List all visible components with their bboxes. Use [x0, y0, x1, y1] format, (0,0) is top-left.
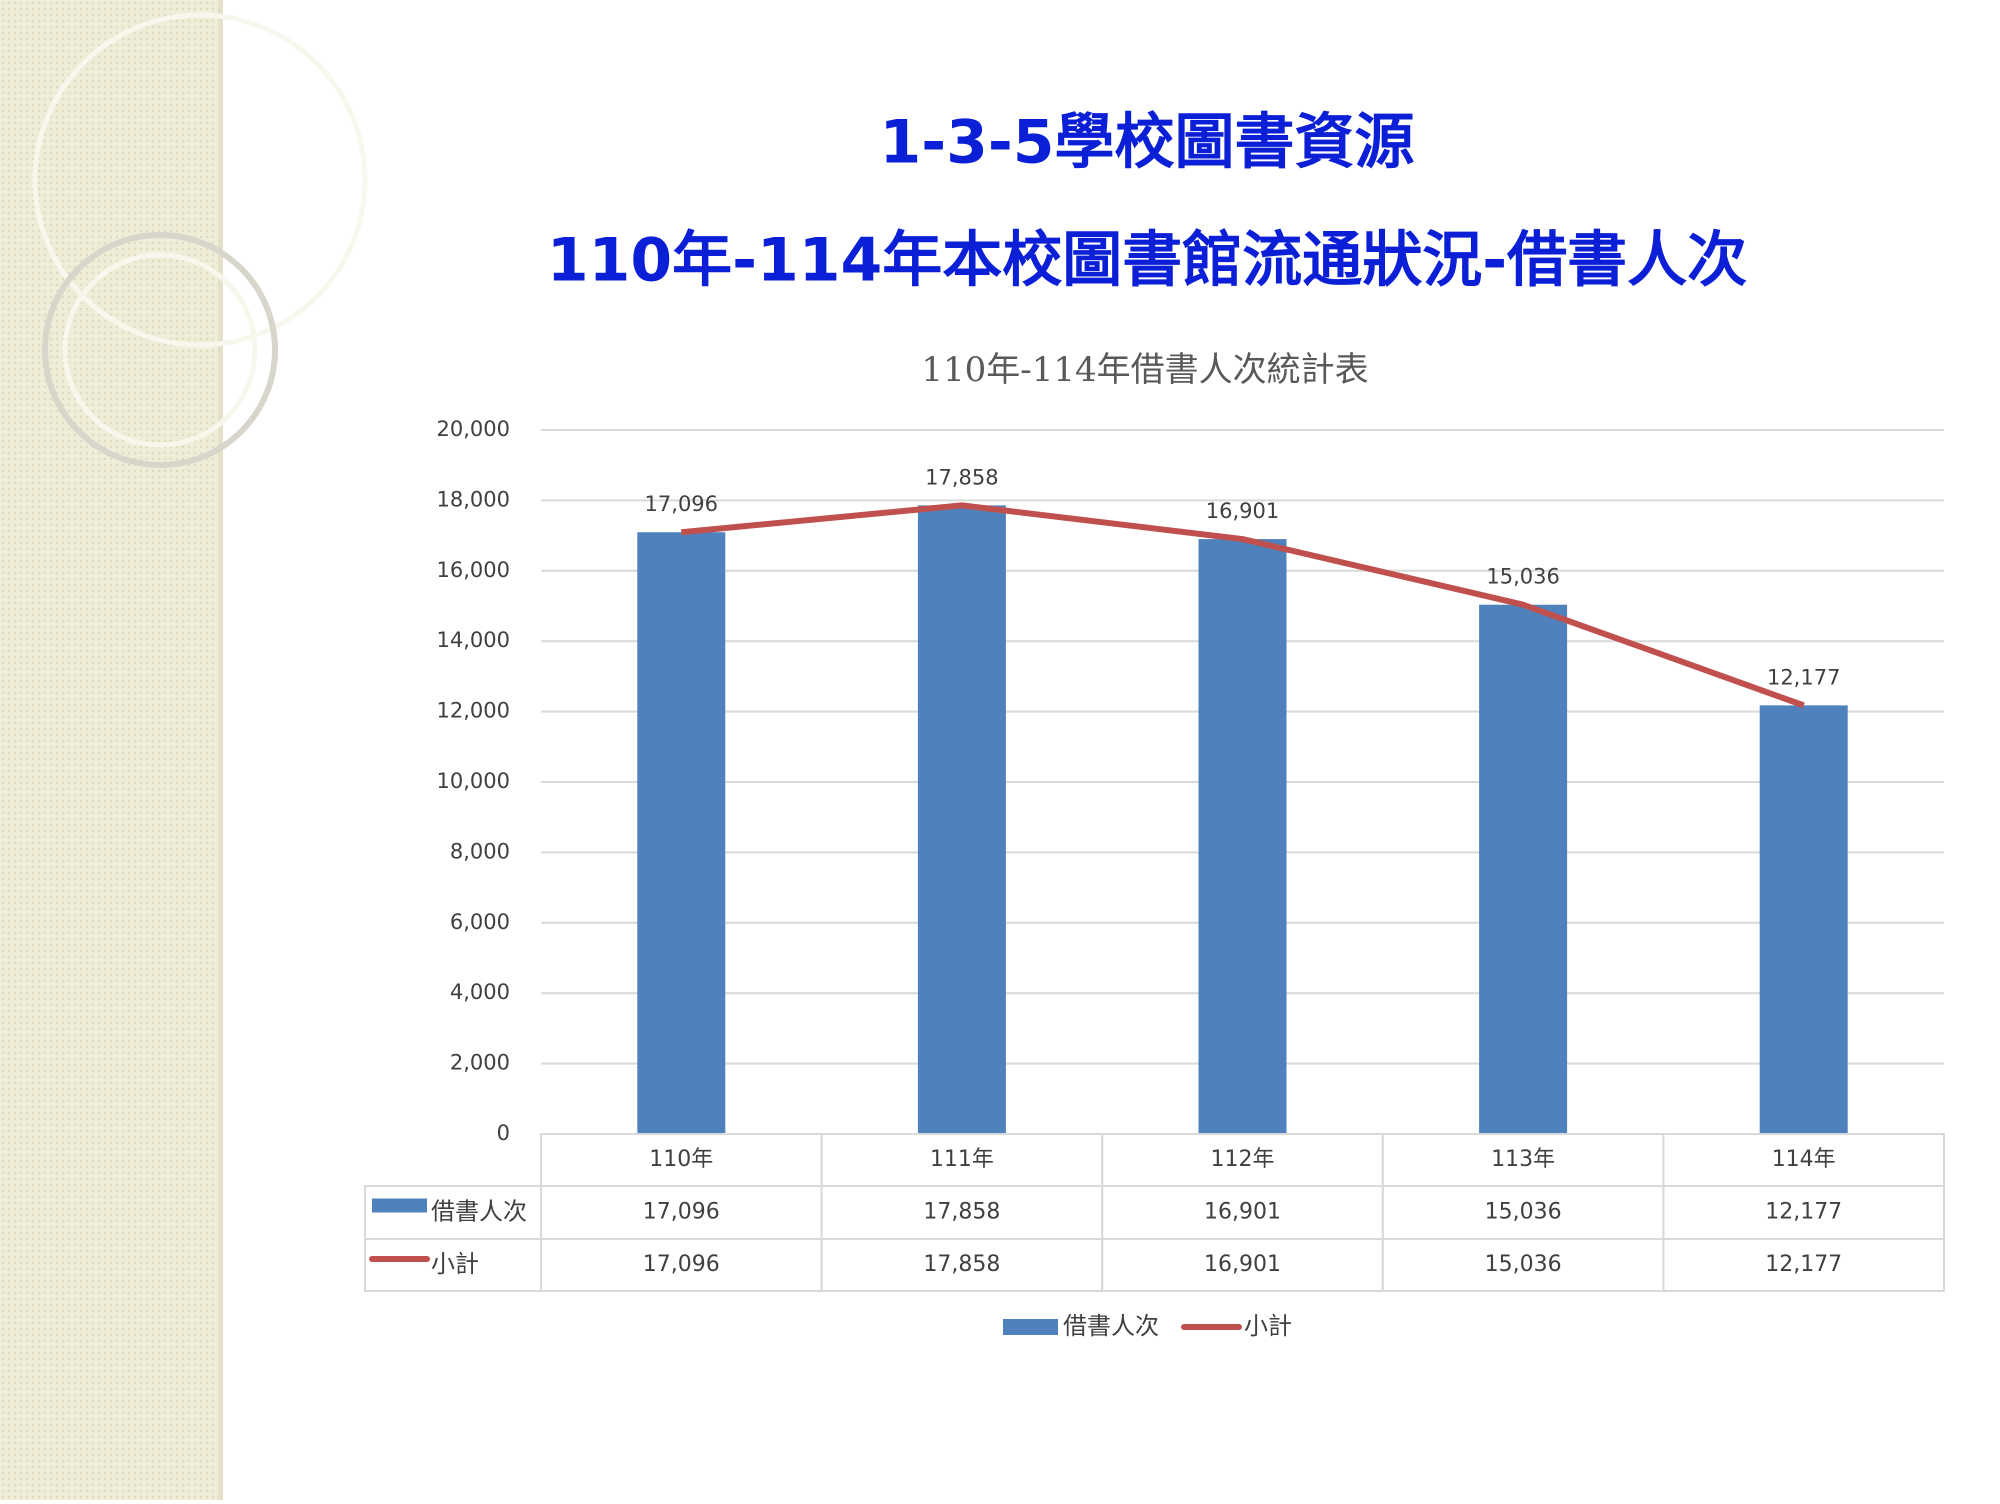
line: [681, 502, 1805, 709]
y-tick-label: 14,000: [437, 628, 510, 652]
y-tick-label: 16,000: [437, 558, 510, 582]
bar: [1759, 705, 1848, 1134]
bar: [917, 505, 1006, 1134]
data-label: 16,901: [1206, 499, 1279, 523]
table-value: 17,096: [643, 1252, 720, 1277]
y-tick-label: 12,000: [437, 699, 510, 723]
legend-key: [1003, 1319, 1058, 1335]
y-tick-label: 10,000: [437, 769, 510, 793]
data-label: 12,177: [1767, 665, 1840, 689]
table-row-label: 借書人次: [431, 1198, 527, 1226]
table-key: [372, 1198, 427, 1213]
y-tick-label: 0: [497, 1121, 510, 1145]
table-value: 15,036: [1485, 1252, 1562, 1277]
table-cell: [1662, 1238, 1946, 1292]
y-tick-label: 2,000: [450, 1051, 510, 1075]
table-value: 15,036: [1485, 1200, 1562, 1225]
data-label: 15,036: [1486, 565, 1559, 589]
y-tick-label: 8,000: [450, 839, 510, 863]
data-label: 17,858: [925, 465, 998, 489]
y-tick-label: 20,000: [437, 417, 510, 441]
table-value: 12,177: [1765, 1200, 1842, 1225]
y-tick-label: 4,000: [450, 980, 510, 1004]
table-value: 17,096: [643, 1200, 720, 1225]
table-cell: [364, 1238, 542, 1292]
chart-title: 110年-114年借書人次統計表: [921, 350, 1368, 390]
side-decoration: [0, 0, 368, 1500]
data-label: 17,096: [645, 492, 718, 516]
bar: [637, 532, 726, 1134]
x-tick-label: 110年: [649, 1147, 713, 1172]
y-tick-label: 18,000: [437, 487, 510, 511]
slide-subtitle: 110年-114年本校圖書館流通狀況-借書人次: [547, 226, 1747, 296]
table-value: 17,858: [923, 1252, 1000, 1277]
table-value: 16,901: [1204, 1252, 1281, 1277]
bar: [1479, 604, 1568, 1134]
table-value: 12,177: [1765, 1252, 1842, 1277]
x-tick-label: 114年: [1772, 1147, 1836, 1172]
legend-label: 小計: [1244, 1312, 1292, 1340]
table-value: 16,901: [1204, 1200, 1281, 1225]
x-tick-label: 113年: [1491, 1147, 1555, 1172]
x-tick-label: 111年: [930, 1147, 994, 1172]
table-value: 17,858: [923, 1200, 1000, 1225]
y-tick-label: 6,000: [450, 910, 510, 934]
bar: [1198, 539, 1287, 1134]
slide-title: 1-3-5學校圖書資源: [879, 108, 1414, 178]
table-row-label: 小計: [431, 1250, 479, 1278]
legend-label: 借書人次: [1063, 1312, 1159, 1340]
x-tick-label: 112年: [1211, 1147, 1275, 1172]
